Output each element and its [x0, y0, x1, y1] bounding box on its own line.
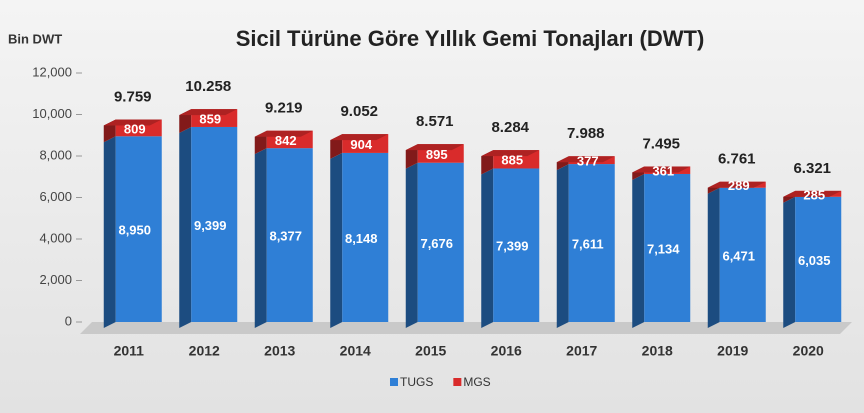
bar-side — [481, 150, 494, 175]
bar-top — [481, 150, 540, 157]
bar-top — [783, 190, 842, 197]
total-label: 6.761 — [718, 151, 756, 168]
data-label: 289 — [728, 178, 750, 193]
chart-title: Sicil Türüne Göre Yıllık Gemi Tonajları … — [236, 26, 705, 51]
bar-side — [330, 152, 343, 328]
x-tick-label: 2019 — [717, 343, 748, 359]
bar-top — [632, 166, 691, 173]
bar — [342, 152, 389, 322]
total-label: 9.052 — [340, 103, 378, 120]
bar-top — [330, 134, 389, 141]
bar-top — [707, 181, 766, 188]
data-label: 8,377 — [269, 229, 302, 244]
bar-side — [632, 173, 645, 328]
bar — [115, 136, 162, 322]
bar-side — [405, 144, 418, 169]
bar — [417, 162, 464, 322]
bar — [719, 187, 766, 322]
bar — [568, 164, 615, 322]
data-label: 809 — [124, 121, 146, 136]
bar-side — [179, 126, 192, 328]
bar-top — [254, 130, 313, 137]
y-tick-label: 4,000 — [39, 230, 72, 245]
y-tick-label: 8,000 — [39, 147, 72, 162]
bar-top — [556, 156, 615, 163]
bar — [644, 173, 691, 322]
x-tick-label: 2013 — [264, 343, 295, 359]
x-tick-label: 2018 — [642, 343, 673, 359]
total-label: 7.988 — [567, 125, 605, 142]
total-label: 10.258 — [185, 78, 231, 95]
bar-side — [481, 168, 494, 328]
data-label: 9,399 — [194, 218, 227, 233]
bar-side — [103, 136, 116, 328]
data-label: 7,611 — [572, 236, 604, 251]
data-label: 8,148 — [345, 231, 378, 246]
data-label: 859 — [199, 111, 221, 126]
total-label: 8.571 — [416, 113, 454, 130]
x-tick-label: 2017 — [566, 343, 597, 359]
x-tick-label: 2015 — [415, 343, 446, 359]
bar — [493, 168, 540, 322]
data-label: 904 — [350, 137, 372, 152]
data-label: 361 — [652, 164, 674, 179]
data-label: 7,134 — [647, 241, 680, 256]
x-tick-label: 2012 — [189, 343, 220, 359]
bar — [266, 148, 313, 322]
y-axis-label: Bin DWT — [8, 31, 62, 46]
x-tick-label: 2016 — [491, 343, 522, 359]
total-label: 9.219 — [265, 100, 303, 117]
bar-side — [330, 134, 343, 159]
data-label: 285 — [803, 187, 825, 202]
data-label: 7,676 — [420, 236, 453, 251]
bar — [795, 196, 842, 322]
total-label: 8.284 — [491, 119, 529, 136]
bar — [191, 126, 238, 322]
bar-top — [103, 119, 162, 126]
data-label: 6,471 — [722, 248, 755, 263]
data-label: 377 — [577, 154, 599, 169]
bar-side — [707, 187, 720, 328]
x-tick-label: 2020 — [793, 343, 824, 359]
y-tick-label: 2,000 — [39, 272, 72, 287]
x-tick-label: 2014 — [340, 343, 371, 359]
y-tick-label: 0 — [65, 313, 72, 328]
y-tick-label: 10,000 — [32, 106, 72, 121]
bar-top — [405, 144, 464, 151]
data-label: 6,035 — [798, 253, 831, 268]
x-tick-label: 2011 — [114, 343, 145, 359]
floor — [80, 322, 852, 334]
data-label: 895 — [426, 147, 448, 162]
bar-side — [783, 196, 796, 328]
total-label: 9.759 — [114, 88, 152, 105]
y-tick-label: 6,000 — [39, 189, 72, 204]
data-label: 8,950 — [118, 223, 151, 238]
legend-label: MGS — [463, 375, 490, 389]
data-label: 842 — [275, 133, 297, 148]
legend-label: TUGS — [400, 375, 433, 389]
bar-top — [179, 109, 238, 116]
bar-side — [405, 162, 418, 328]
total-label: 6.321 — [793, 160, 831, 177]
y-tick-label: 12,000 — [32, 64, 72, 79]
legend-swatch — [453, 378, 462, 386]
bar-side — [254, 148, 267, 328]
total-label: 7.495 — [642, 135, 680, 152]
data-label: 7,399 — [496, 239, 529, 254]
legend-swatch — [390, 378, 398, 386]
bar-side — [556, 164, 569, 328]
data-label: 885 — [501, 153, 523, 168]
